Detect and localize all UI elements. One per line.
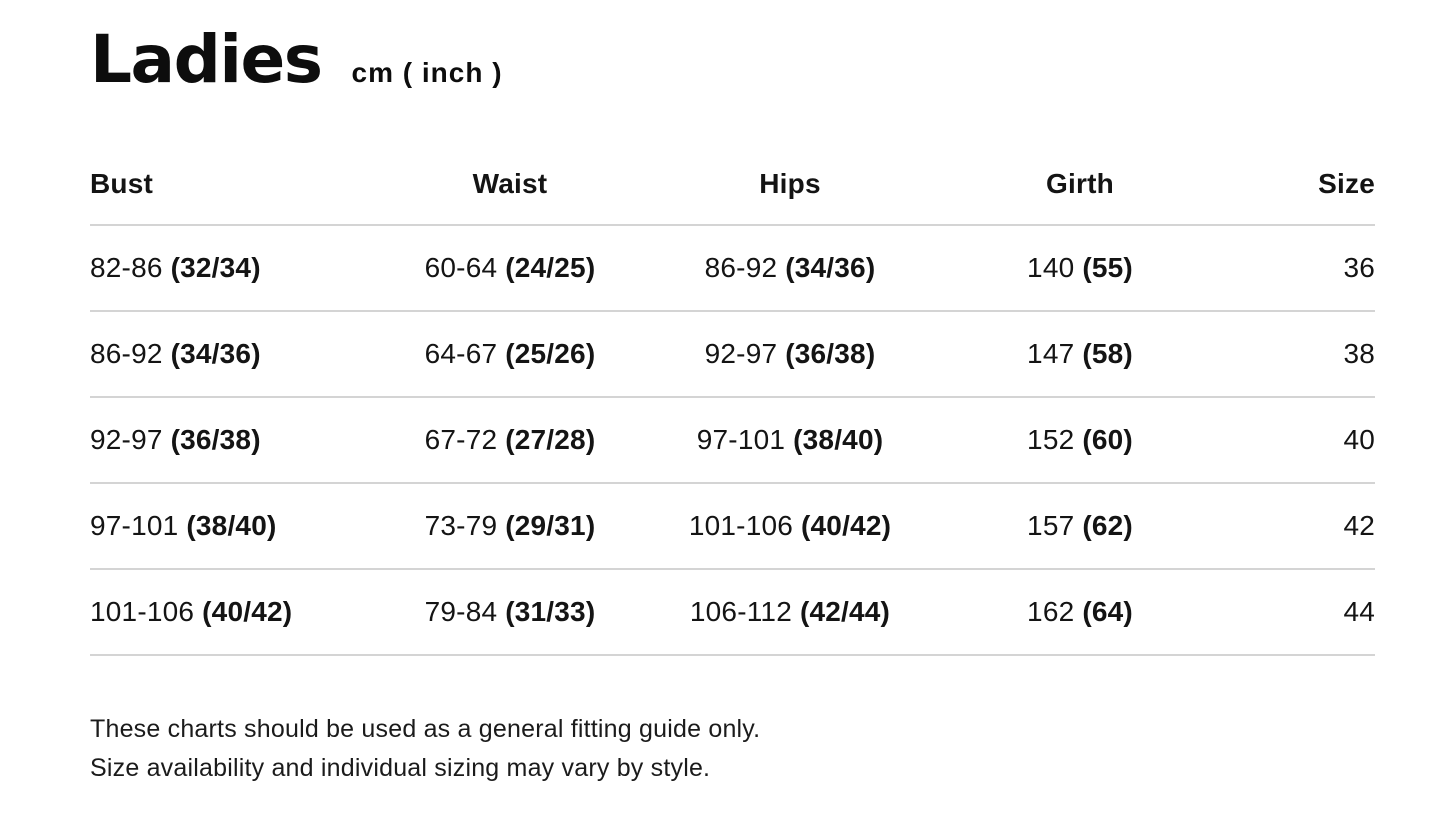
waist-inch-value: (31/33) <box>505 596 596 627</box>
waist-cell: 64-67 (25/26) <box>380 338 640 370</box>
girth-inch-value: (64) <box>1082 596 1133 627</box>
girth-cell: 140 (55) <box>940 252 1220 284</box>
girth-inch-value: (60) <box>1082 424 1133 455</box>
waist-cm-value: 64-67 <box>424 338 498 369</box>
unit-label: cm ( inch ) <box>351 57 503 88</box>
size-cell: 42 <box>1343 510 1375 541</box>
waist-inch-value: (27/28) <box>505 424 596 455</box>
table-row: 82-86 (32/34) 60-64 (24/25) 86-92 (34/36) 1… <box>90 226 1375 312</box>
hips-cm-value: 86-92 <box>704 252 778 283</box>
bust-cm-value: 97-101 <box>90 510 179 541</box>
bust-inch-value: (34/36) <box>170 338 261 369</box>
page-title: Ladies <box>90 21 323 98</box>
column-header-size: Size <box>1318 168 1375 199</box>
size-cell: 36 <box>1343 252 1375 283</box>
column-header-girth: Girth <box>1046 168 1114 199</box>
hips-inch-value: (42/44) <box>799 596 891 627</box>
girth-cm-value: 157 <box>1027 510 1075 541</box>
waist-inch-value: (29/31) <box>505 510 596 541</box>
footer-note: These charts should be used as a general… <box>90 710 1375 788</box>
bust-cell: 86-92 (34/36) <box>90 338 380 370</box>
footer-line-1: These charts should be used as a general… <box>90 715 761 743</box>
hips-inch-value: (34/36) <box>785 252 876 283</box>
hips-cell: 86-92 (34/36) <box>640 252 940 284</box>
bust-cm-value: 101-106 <box>90 596 195 627</box>
bust-cell: 97-101 (38/40) <box>90 510 380 542</box>
column-header-waist: Waist <box>472 168 548 199</box>
bust-cell: 82-86 (32/34) <box>90 252 380 284</box>
bust-inch-value: (32/34) <box>170 252 261 283</box>
hips-cm-value: 101-106 <box>688 510 794 541</box>
bust-inch-value: (36/38) <box>170 424 261 455</box>
girth-inch-value: (58) <box>1082 338 1133 369</box>
girth-cell: 147 (58) <box>940 338 1220 370</box>
girth-cm-value: 147 <box>1027 338 1075 369</box>
hips-cm-value: 92-97 <box>704 338 778 369</box>
girth-inch-value: (55) <box>1082 252 1133 283</box>
hips-cell: 106-112 (42/44) <box>640 596 940 628</box>
hips-cell: 101-106 (40/42) <box>640 510 940 542</box>
hips-cell: 97-101 (38/40) <box>640 424 940 456</box>
size-cell: 38 <box>1343 338 1375 369</box>
footer-line-2: Size availability and individual sizing … <box>90 754 711 782</box>
size-cell: 40 <box>1343 424 1375 455</box>
column-header-bust: Bust <box>90 168 154 199</box>
waist-cm-value: 60-64 <box>424 252 498 283</box>
hips-cell: 92-97 (36/38) <box>640 338 940 370</box>
girth-cm-value: 152 <box>1027 424 1075 455</box>
bust-cm-value: 92-97 <box>90 424 163 455</box>
girth-inch-value: (62) <box>1082 510 1133 541</box>
waist-cell: 79-84 (31/33) <box>380 596 640 628</box>
girth-cm-value: 162 <box>1027 596 1075 627</box>
size-cell: 44 <box>1343 596 1375 627</box>
hips-cm-value: 106-112 <box>689 596 792 627</box>
waist-cell: 67-72 (27/28) <box>380 424 640 456</box>
girth-cell: 162 (64) <box>940 596 1220 628</box>
waist-cm-value: 73-79 <box>424 510 498 541</box>
waist-cell: 73-79 (29/31) <box>380 510 640 542</box>
size-table: Bust Waist Hips Girth Size 82-86 (32/34) 60-6… <box>90 98 1375 656</box>
bust-cm-value: 82-86 <box>90 252 163 283</box>
hips-inch-value: (36/38) <box>785 338 876 369</box>
bust-cell: 92-97 (36/38) <box>90 424 380 456</box>
table-row: 97-101 (38/40) 73-79 (29/31) 101-106 (40/4… <box>90 484 1375 570</box>
waist-cm-value: 79-84 <box>424 596 498 627</box>
page-header: Ladies cm ( inch ) <box>90 0 1375 98</box>
girth-cell: 152 (60) <box>940 424 1220 456</box>
hips-cm-value: 97-101 <box>696 424 786 455</box>
hips-inch-value: (38/40) <box>793 424 884 455</box>
waist-inch-value: (24/25) <box>505 252 596 283</box>
table-body: 82-86 (32/34) 60-64 (24/25) 86-92 (34/36) 1… <box>90 226 1375 656</box>
column-header-hips: Hips <box>759 168 821 199</box>
table-row: 86-92 (34/36) 64-67 (25/26) 92-97 (36/38) 1… <box>90 312 1375 398</box>
waist-cm-value: 67-72 <box>424 424 498 455</box>
table-row: 101-106 (40/42) 79-84 (31/33) 106-112 (42/… <box>90 570 1375 656</box>
waist-cell: 60-64 (24/25) <box>380 252 640 284</box>
table-header-row: Bust Waist Hips Girth Size <box>90 98 1375 226</box>
bust-inch-value: (38/40) <box>186 510 277 541</box>
table-row: 92-97 (36/38) 67-72 (27/28) 97-101 (38/40)… <box>90 398 1375 484</box>
bust-inch-value: (40/42) <box>202 596 293 627</box>
bust-cm-value: 86-92 <box>90 338 163 369</box>
bust-cell: 101-106 (40/42) <box>90 596 380 628</box>
girth-cm-value: 140 <box>1027 252 1075 283</box>
girth-cell: 157 (62) <box>940 510 1220 542</box>
waist-inch-value: (25/26) <box>505 338 596 369</box>
hips-inch-value: (40/42) <box>801 510 892 541</box>
